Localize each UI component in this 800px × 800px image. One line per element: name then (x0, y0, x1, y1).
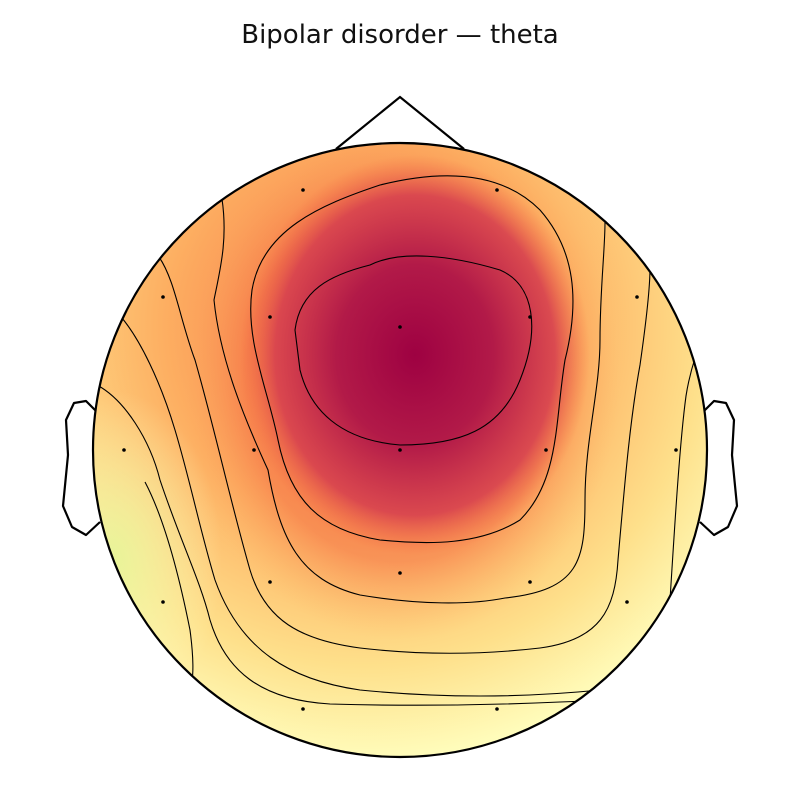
contour-line (294, 255, 533, 446)
electrode-o1 (301, 707, 305, 711)
contour-line (144, 481, 194, 681)
electrode-p8 (625, 600, 629, 604)
electrode-f7 (161, 295, 165, 299)
head-outline (91, 141, 709, 759)
electrode-pz (398, 571, 402, 575)
electrode-c3 (252, 448, 256, 452)
electrode-sensors (122, 188, 678, 711)
electrode-p3 (268, 580, 272, 584)
figure-title: Bipolar disorder — theta (241, 20, 559, 50)
electrode-f3 (268, 315, 272, 319)
nose-outline (335, 95, 465, 150)
left-ear-outline (61, 399, 101, 537)
electrode-f8 (635, 295, 639, 299)
electrode-p7 (161, 600, 165, 604)
power-field (93, 143, 707, 757)
electrode-c4 (544, 448, 548, 452)
contour-line (158, 256, 651, 654)
electrode-p4 (528, 580, 532, 584)
contour-line (213, 198, 606, 604)
electrode-cz (398, 448, 402, 452)
contour-line (121, 317, 707, 697)
electrode-fp1 (301, 188, 305, 192)
electrode-fz (398, 325, 402, 329)
electrode-o2 (495, 707, 499, 711)
electrode-f4 (528, 315, 532, 319)
right-ear-outline (699, 399, 739, 537)
electrode-t7 (122, 448, 126, 452)
contour-line (250, 175, 574, 544)
electrode-t8 (674, 448, 678, 452)
electrode-fp2 (495, 188, 499, 192)
